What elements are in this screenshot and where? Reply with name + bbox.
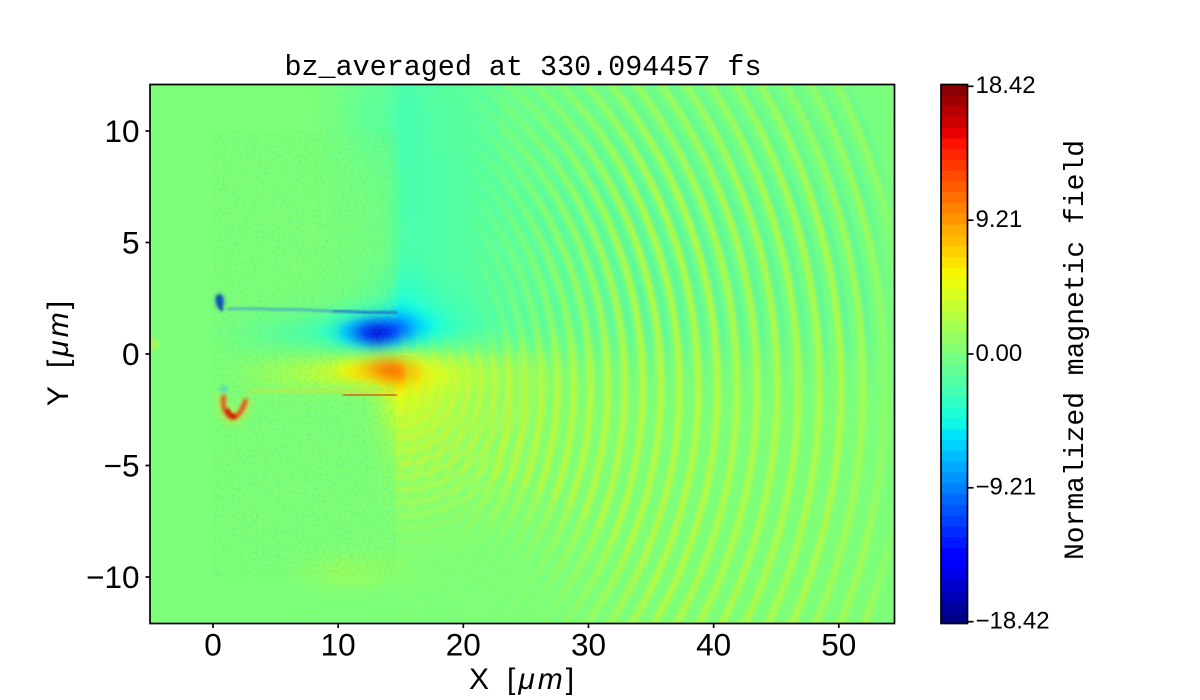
- svg-text:50: 50: [821, 627, 856, 663]
- svg-text:−5: −5: [104, 448, 140, 484]
- svg-text:18.42: 18.42: [976, 72, 1036, 99]
- svg-text:Normalized magnetic field: Normalized magnetic field: [1061, 140, 1092, 560]
- svg-text:30: 30: [571, 627, 606, 663]
- svg-text:0: 0: [122, 336, 140, 372]
- svg-text:Y[μm]: Y[μm]: [42, 298, 75, 406]
- svg-text:20: 20: [446, 627, 481, 663]
- svg-text:0: 0: [204, 627, 222, 663]
- svg-text:X[μm]: X [μm]: [469, 663, 577, 696]
- svg-text:40: 40: [696, 627, 731, 663]
- svg-text:0.00: 0.00: [976, 340, 1023, 367]
- svg-text:5: 5: [122, 225, 140, 261]
- svg-text:bz_averaged at 330.094457 fs: bz_averaged at 330.094457 fs: [284, 51, 761, 84]
- svg-text:−9.21: −9.21: [976, 474, 1037, 501]
- svg-text:−18.42: −18.42: [976, 608, 1050, 635]
- svg-text:10: 10: [321, 627, 356, 663]
- svg-text:9.21: 9.21: [976, 206, 1023, 233]
- svg-text:−10: −10: [86, 559, 139, 595]
- svg-text:10: 10: [104, 113, 139, 149]
